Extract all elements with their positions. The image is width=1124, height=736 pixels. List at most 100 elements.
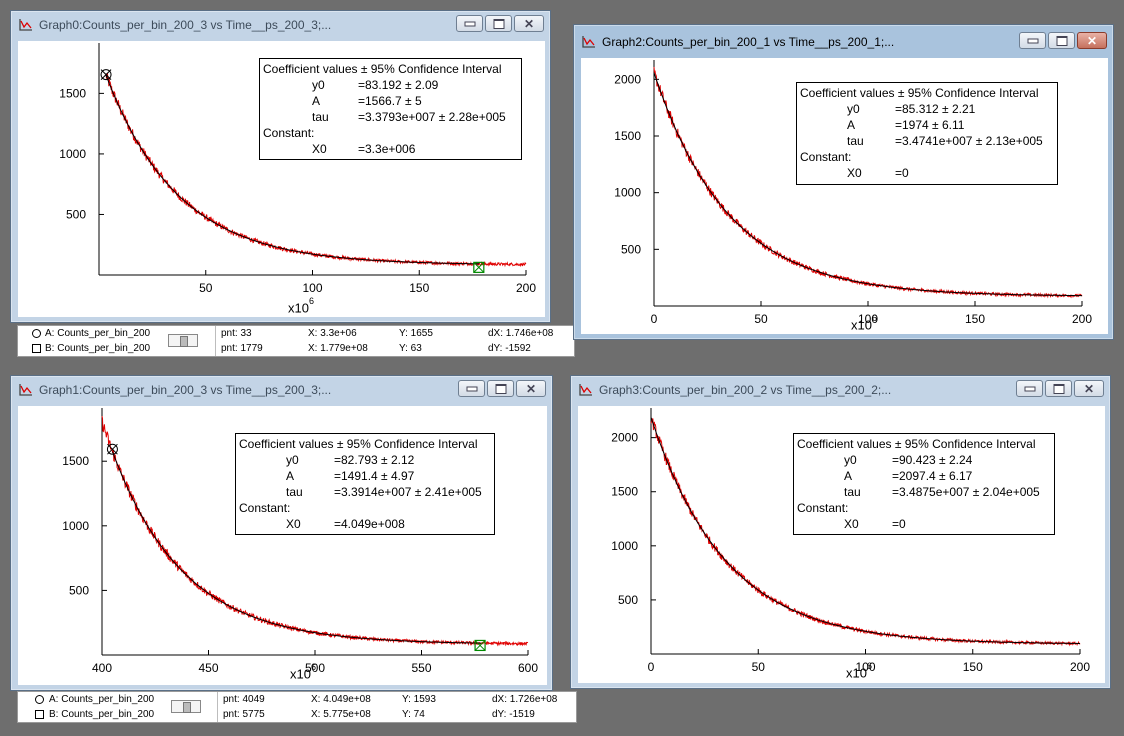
minimize-button[interactable]: [1019, 32, 1046, 49]
fit-curve[interactable]: [650, 417, 1080, 644]
coef-value: =82.793 ± 2.12: [334, 453, 415, 467]
cursor-a-circle-icon: [35, 695, 44, 704]
coef-name: tau: [312, 110, 329, 124]
close-icon: ✕: [1086, 33, 1098, 48]
graph0-titlebar[interactable]: Graph0:Counts_per_bin_200_3 vs Time__ps_…: [11, 11, 550, 39]
coef-value: =85.312 ± 2.21: [895, 102, 976, 116]
cursor-b-trace-label[interactable]: B: Counts_per_bin_200: [45, 343, 151, 354]
close-icon: ✕: [1083, 381, 1095, 396]
cursor-b-point: pnt: 5775: [223, 709, 265, 720]
coef-value: =83.192 ± 2.09: [358, 78, 439, 92]
graph2-fit-coefficients[interactable]: Coefficient values ± 95% Confidence Inte…: [796, 82, 1058, 185]
y-tick-label: 1000: [614, 186, 641, 200]
x-tick-label: 50: [754, 312, 768, 326]
y-tick-label: 1500: [62, 454, 89, 468]
cursor-a-x: X: 4.049e+08: [311, 694, 371, 705]
cursor-a-marker[interactable]: [100, 69, 112, 81]
close-button[interactable]: ✕: [1074, 380, 1104, 397]
minimize-button[interactable]: [456, 15, 483, 32]
graph0-fit-coefficients[interactable]: Coefficient values ± 95% Confidence Inte…: [259, 58, 522, 160]
cursor-a-y: Y: 1593: [402, 694, 436, 705]
cursor-delta-y: dY: -1592: [488, 343, 531, 354]
y-tick-label: 500: [618, 593, 638, 607]
maximize-button[interactable]: [485, 15, 512, 32]
coef-value: =3.3793e+007 ± 2.28e+005: [358, 110, 506, 124]
cursor-b-point: pnt: 1779: [221, 343, 263, 354]
x-tick-label: 100: [858, 312, 878, 326]
fit-curve[interactable]: [653, 72, 1082, 297]
graph3-fit-coefficients[interactable]: Coefficient values ± 95% Confidence Inte…: [793, 433, 1055, 535]
graph1-chart[interactable]: 400 450 500 550 600 500 1000 1500: [18, 406, 547, 685]
fit-curve[interactable]: [105, 75, 479, 265]
graph2-titlebar[interactable]: Graph2:Counts_per_bin_200_1 vs Time__ps_…: [574, 28, 1113, 56]
maximize-button[interactable]: [1048, 32, 1075, 49]
maximize-button[interactable]: [1045, 380, 1072, 397]
close-button[interactable]: ✕: [516, 380, 546, 397]
graph1-window[interactable]: Graph1:Counts_per_bin_200_3 vs Time__ps_…: [10, 375, 553, 691]
cursor-b-marker[interactable]: [473, 261, 485, 273]
graph3-titlebar[interactable]: Graph3:Counts_per_bin_200_2 vs Time__ps_…: [571, 376, 1110, 404]
constant-label: Constant:: [263, 126, 315, 140]
close-button[interactable]: ✕: [1077, 32, 1107, 49]
graph1-titlebar[interactable]: Graph1:Counts_per_bin_200_3 vs Time__ps_…: [11, 376, 552, 404]
x-tick-label: 200: [516, 281, 536, 295]
cursor-b-y: Y: 63: [399, 343, 422, 354]
graph2-chart[interactable]: 0 50 100 150 200 500 1000 1500 2000: [581, 58, 1108, 334]
graph2-plot-area[interactable]: 0 50 100 150 200 500 1000 1500 2000 Coefficient …: [581, 58, 1108, 334]
minimize-button[interactable]: [1016, 380, 1043, 397]
graph3-plot-area[interactable]: 0 50 100 150 200 500 1000 1500 2000 Coefficient …: [578, 406, 1105, 683]
x-tick-label: 200: [1072, 312, 1092, 326]
cursor-slider[interactable]: [168, 334, 198, 347]
x-tick-label: 500: [305, 661, 325, 675]
data-trace[interactable]: [101, 415, 529, 647]
const-value: =4.049e+008: [334, 517, 405, 531]
cursor-a-x: X: 3.3e+06: [308, 328, 357, 339]
graph1-fit-coefficients[interactable]: Coefficient values ± 95% Confidence Inte…: [235, 433, 495, 535]
cursor-slider[interactable]: [171, 700, 201, 713]
x-tick-label: 50: [199, 281, 213, 295]
graph3-window[interactable]: Graph3:Counts_per_bin_200_2 vs Time__ps_…: [570, 375, 1111, 689]
coef-header: Coefficient values ± 95% Confidence Inte…: [263, 62, 502, 76]
graph3-chart[interactable]: 0 50 100 150 200 500 1000 1500 2000: [578, 406, 1105, 683]
graph1-plot-area[interactable]: 400 450 500 550 600 500 1000 1500 Coefficient v…: [18, 406, 547, 685]
cursor-b-x: X: 5.775e+08: [311, 709, 371, 720]
coef-name: tau: [847, 134, 864, 148]
coef-name: tau: [286, 485, 303, 499]
coef-name: tau: [844, 485, 861, 499]
x-tick-label: 150: [965, 312, 985, 326]
const-name: X0: [844, 517, 859, 531]
cursor-a-trace-label[interactable]: A: Counts_per_bin_200: [45, 328, 151, 339]
graph0-title: Graph0:Counts_per_bin_200_3 vs Time__ps_…: [39, 18, 332, 32]
coef-value: =3.4741e+007 ± 2.13e+005: [895, 134, 1043, 148]
close-button[interactable]: ✕: [514, 15, 544, 32]
coef-header: Coefficient values ± 95% Confidence Inte…: [239, 437, 478, 451]
cursor-b-trace-label[interactable]: B: Counts_per_bin_200: [49, 709, 155, 720]
graph-app-icon: [19, 384, 32, 396]
coef-value: =3.3914e+007 ± 2.41e+005: [334, 485, 482, 499]
maximize-button[interactable]: [487, 380, 514, 397]
graph0-plot-area[interactable]: 50 100 150 200 500 1000 1500 Coefficient value…: [18, 41, 545, 317]
graph0-window[interactable]: Graph0:Counts_per_bin_200_3 vs Time__ps_…: [10, 10, 551, 323]
coef-value: =1491.4 ± 4.97: [334, 469, 415, 483]
coef-value: =3.4875e+007 ± 2.04e+005: [892, 485, 1040, 499]
fit-curve[interactable]: [111, 451, 482, 644]
x-tick-label: 150: [409, 281, 429, 295]
graph0-cursor-info-panel[interactable]: A: Counts_per_bin_200 B: Counts_per_bin_…: [17, 325, 575, 357]
graph-app-icon: [582, 36, 595, 48]
graph2-window[interactable]: Graph2:Counts_per_bin_200_1 vs Time__ps_…: [573, 24, 1114, 340]
minimize-button[interactable]: [458, 380, 485, 397]
cursor-a-marker[interactable]: [106, 443, 118, 455]
constant-label: Constant:: [797, 501, 849, 515]
x-tick-label: 0: [651, 312, 658, 326]
cursor-a-cross: [107, 443, 118, 455]
graph0-chart[interactable]: 50 100 150 200 500 1000 1500: [18, 41, 545, 317]
graph1-cursor-info-panel[interactable]: A: Counts_per_bin_200 B: Counts_per_bin_…: [17, 691, 577, 723]
maximize-icon: [1053, 383, 1064, 394]
x-tick-label: 0: [648, 660, 655, 674]
cursor-a-trace-label[interactable]: A: Counts_per_bin_200: [49, 694, 155, 705]
y-tick-label: 500: [66, 207, 86, 221]
cursor-b-marker[interactable]: [474, 639, 486, 652]
cursor-a-point: pnt: 4049: [223, 694, 265, 705]
cursor-a-y: Y: 1655: [399, 328, 433, 339]
x-tick-label: 450: [198, 661, 218, 675]
